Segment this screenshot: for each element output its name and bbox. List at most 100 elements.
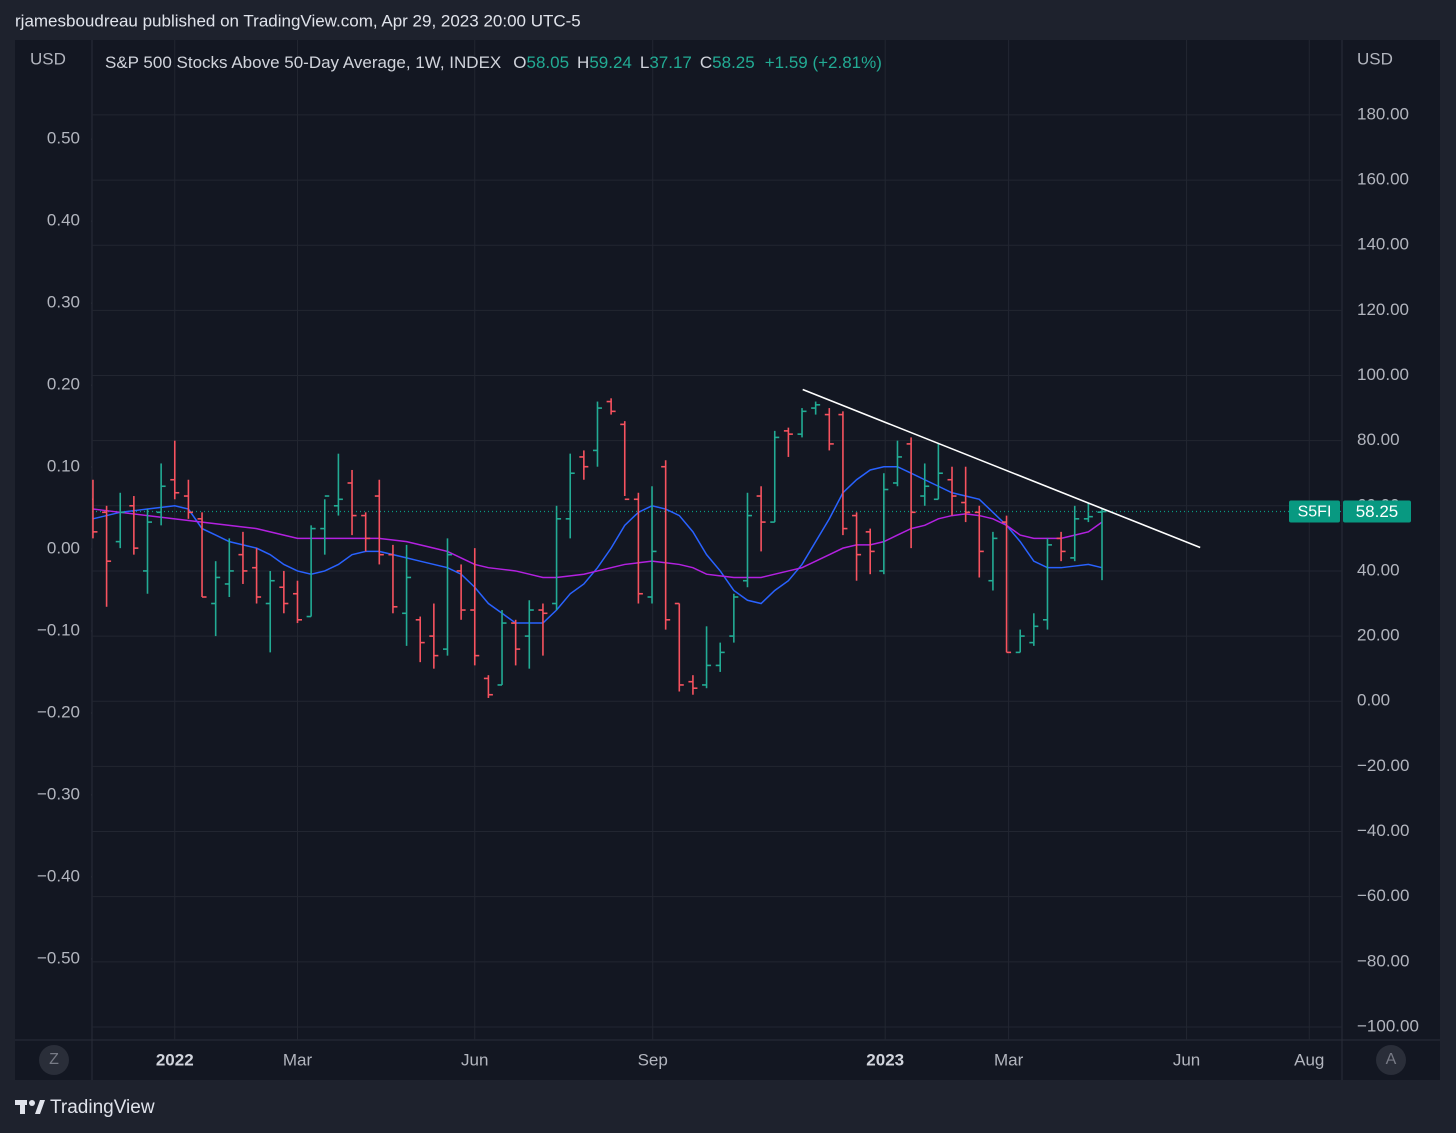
ohlc-bar bbox=[497, 610, 507, 686]
ohlc-bar bbox=[415, 616, 425, 663]
ohlc-bar bbox=[538, 603, 548, 656]
button-a-label[interactable]: A bbox=[1386, 1051, 1397, 1068]
ohlc-bar bbox=[388, 544, 398, 614]
legend-change: +1.59 (+2.81%) bbox=[765, 53, 882, 72]
legend-value: 37.17 bbox=[649, 53, 692, 72]
last-price-value-box bbox=[1343, 500, 1411, 523]
ohlc-bar bbox=[1070, 505, 1080, 562]
ohlc-bar bbox=[156, 463, 166, 526]
x-tick-label: Mar bbox=[994, 1050, 1024, 1069]
chart-frame bbox=[15, 40, 1440, 1080]
y2-tick-label: 0.20 bbox=[47, 375, 80, 394]
legend-key: H bbox=[577, 53, 589, 72]
ohlc-bar bbox=[115, 492, 125, 549]
ohlc-bar bbox=[456, 564, 466, 620]
header: rjamesboudreau published on TradingView.… bbox=[15, 11, 581, 30]
x-tick-label: 2023 bbox=[866, 1050, 904, 1069]
y-tick-label: 80.00 bbox=[1357, 430, 1400, 449]
ohlc-bar bbox=[797, 408, 807, 438]
y-tick-label: 120.00 bbox=[1357, 300, 1409, 319]
legend: S&P 500 Stocks Above 50-Day Average, 1W,… bbox=[105, 53, 882, 72]
y-tick-label: −20.00 bbox=[1357, 756, 1409, 775]
ohlc-bar bbox=[879, 473, 889, 575]
button-a[interactable] bbox=[1376, 1045, 1406, 1075]
ohlc-bar bbox=[688, 675, 698, 695]
ohlc-bar bbox=[1097, 508, 1107, 581]
ohlc-bar bbox=[238, 531, 248, 584]
ohlc-bar bbox=[961, 466, 971, 523]
moving-average bbox=[92, 465, 1103, 624]
y-tick-label: 100.00 bbox=[1357, 365, 1409, 384]
ohlc-bar bbox=[620, 421, 630, 501]
y2-tick-label: 0.30 bbox=[47, 293, 80, 312]
ohlc-bar bbox=[320, 495, 330, 555]
footer-brand: TradingView bbox=[50, 1097, 155, 1118]
ohlc-bar bbox=[197, 512, 207, 598]
ohlc-bar bbox=[442, 538, 452, 656]
y-tick-label: 0.00 bbox=[1357, 691, 1390, 710]
legend-key: C bbox=[700, 53, 712, 72]
ohlc-bar bbox=[483, 675, 493, 698]
ohlc-bar bbox=[265, 570, 275, 653]
legend-key: L bbox=[640, 53, 649, 72]
ohlc-bar bbox=[252, 548, 262, 604]
y2-axis-label: USD bbox=[30, 49, 66, 68]
ohlc-bar bbox=[524, 600, 534, 669]
y2-tick-label: −0.30 bbox=[37, 784, 80, 803]
ohlc-bar bbox=[838, 411, 848, 536]
last-price-name: S5FI bbox=[1298, 504, 1332, 521]
ohlc-bar bbox=[647, 486, 657, 604]
ohlc-bar bbox=[974, 505, 984, 578]
ohlc-bar bbox=[374, 479, 384, 565]
y-tick-label: −80.00 bbox=[1357, 951, 1409, 970]
ohlc-bar bbox=[470, 548, 480, 666]
ohlc-bar bbox=[170, 440, 180, 500]
ohlc-bar bbox=[129, 496, 139, 555]
y2-tick-label: −0.20 bbox=[37, 702, 80, 721]
last-price-value: 58.25 bbox=[1356, 502, 1399, 521]
y2-tick-label: 0.10 bbox=[47, 457, 80, 476]
y-tick-label: 160.00 bbox=[1357, 170, 1409, 189]
legend-value: 58.25 bbox=[712, 53, 755, 72]
logo-part bbox=[35, 1100, 45, 1114]
y-tick-label: 180.00 bbox=[1357, 104, 1409, 123]
ohlc-bar bbox=[824, 408, 834, 451]
button-z-label[interactable]: Z bbox=[49, 1051, 59, 1068]
last-price-name-box bbox=[1289, 500, 1340, 523]
y2-tick-label: −0.50 bbox=[37, 948, 80, 967]
y-tick-label: −40.00 bbox=[1357, 821, 1409, 840]
ohlc-bar bbox=[1056, 531, 1066, 562]
ohlc-bar bbox=[933, 443, 943, 501]
ohlc-bar bbox=[702, 626, 712, 689]
x-tick-label: Mar bbox=[283, 1050, 313, 1069]
ohlc-bar bbox=[142, 509, 152, 594]
ohlc-bar bbox=[770, 430, 780, 523]
ohlc-bar bbox=[279, 570, 289, 614]
y-tick-label: 20.00 bbox=[1357, 626, 1400, 645]
y2-tick-label: −0.10 bbox=[37, 620, 80, 639]
ohlc-bar bbox=[988, 531, 998, 591]
ohlc-bar bbox=[361, 512, 371, 552]
x-tick-label: 2022 bbox=[156, 1050, 194, 1069]
ohlc-bar bbox=[906, 437, 916, 549]
ohlc-bar bbox=[715, 642, 725, 672]
moving-average bbox=[92, 508, 1103, 579]
ohlc-bar bbox=[920, 463, 930, 506]
ohlc-bar bbox=[674, 602, 684, 692]
ohlc-bar bbox=[429, 603, 439, 669]
ohlc-bar bbox=[592, 401, 602, 467]
ohlc-bar bbox=[756, 486, 766, 552]
ohlc-bar bbox=[211, 561, 221, 637]
ohlc-bar bbox=[1015, 629, 1025, 654]
button-z[interactable] bbox=[39, 1045, 69, 1075]
ohlc-bar bbox=[347, 469, 357, 536]
plot bbox=[92, 40, 1342, 1040]
ohlc-bar bbox=[565, 453, 575, 539]
ohlc-bar bbox=[1083, 502, 1093, 523]
y-axis-label: USD bbox=[1357, 49, 1393, 68]
y-tick-label: −60.00 bbox=[1357, 886, 1409, 905]
ohlc-bar bbox=[402, 544, 412, 646]
legend-key: O bbox=[513, 53, 526, 72]
ohlc-bar bbox=[306, 525, 316, 618]
